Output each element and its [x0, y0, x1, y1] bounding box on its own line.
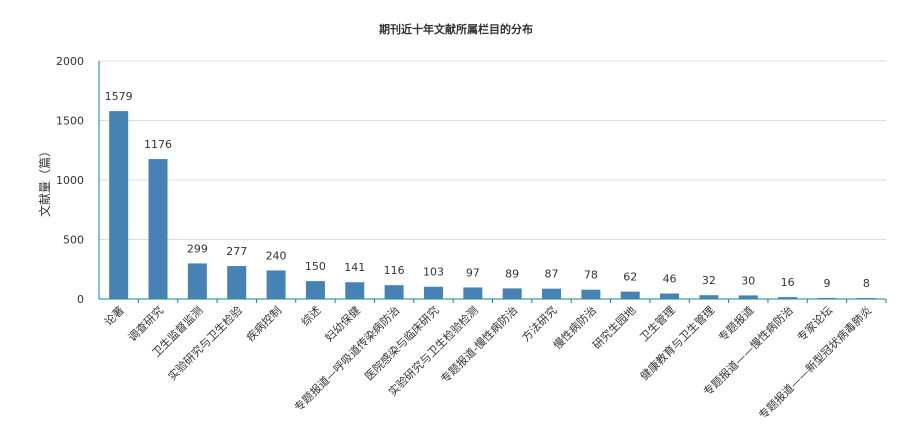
x-tick-label: 健康教育与卫生管理 [637, 303, 717, 383]
y-tick-label: 0 [77, 293, 84, 306]
y-tick-label: 1000 [56, 174, 84, 187]
x-tick-label: 研究生园地 [590, 303, 639, 352]
y-tick-label: 2000 [56, 55, 84, 68]
bar[interactable] [738, 295, 758, 299]
value-label: 1579 [105, 90, 133, 103]
value-label: 89 [505, 267, 519, 280]
bar[interactable] [660, 293, 680, 299]
x-tick-label: 卫生管理 [637, 303, 678, 344]
value-label: 299 [187, 242, 208, 255]
y-tick-label: 1500 [56, 115, 84, 128]
value-label: 87 [545, 268, 559, 281]
bar[interactable] [699, 295, 719, 299]
bar[interactable] [109, 111, 129, 299]
y-tick-label: 500 [63, 234, 84, 247]
chart-title: 期刊近十年文献所属栏目的分布 [379, 22, 533, 36]
value-label: 150 [305, 260, 326, 273]
x-tick-label: 专题报道-慢性病防治 [438, 303, 521, 386]
x-tick-label: 妇幼保健 [322, 303, 363, 344]
x-tick-label: 专家论坛 [794, 303, 835, 344]
x-tick-label: 方法研究 [519, 303, 560, 344]
value-label: 97 [466, 266, 480, 279]
x-tick-label: 调查研究 [125, 303, 166, 344]
value-label: 141 [344, 261, 365, 274]
value-label: 46 [663, 273, 677, 286]
value-label: 78 [584, 269, 598, 282]
value-label: 277 [226, 245, 247, 258]
bar[interactable] [620, 291, 640, 299]
bar[interactable] [266, 270, 286, 299]
x-tick-label: 实验研究与卫生检验 [165, 303, 245, 383]
value-label: 1176 [144, 138, 172, 151]
y-tick-labels: 0 500 1000 1500 2000 [56, 55, 84, 306]
bar[interactable] [778, 297, 798, 299]
value-label: 30 [741, 274, 755, 287]
x-tick-label: 医院感染与临床研究 [362, 303, 442, 383]
x-tick-label: 论著 [101, 303, 126, 328]
bar[interactable] [187, 263, 207, 299]
bar[interactable] [581, 289, 601, 299]
bars [109, 111, 876, 299]
bar[interactable] [463, 287, 483, 299]
bar[interactable] [817, 297, 837, 299]
value-label: 103 [423, 266, 444, 279]
x-tick-label: 疾病控制 [243, 303, 284, 344]
value-label: 240 [266, 249, 287, 262]
x-tick-label: 专题报道 [715, 303, 756, 344]
bar[interactable] [423, 286, 443, 299]
value-label: 8 [863, 277, 870, 290]
value-label: 62 [623, 271, 637, 284]
bar[interactable] [227, 266, 247, 299]
value-label: 32 [702, 274, 716, 287]
bar[interactable] [148, 159, 168, 299]
bar[interactable] [305, 281, 325, 299]
bar[interactable] [542, 288, 562, 299]
value-label: 16 [781, 276, 795, 289]
x-tick-label: 综述 [298, 303, 323, 328]
bar[interactable] [384, 285, 404, 299]
y-axis-label: 文献量（篇） [37, 145, 52, 217]
grid-lines [99, 60, 886, 240]
value-label: 116 [384, 264, 405, 277]
bar[interactable] [856, 298, 876, 299]
bar[interactable] [502, 288, 522, 299]
value-label: 9 [823, 277, 830, 290]
bar[interactable] [345, 282, 365, 299]
